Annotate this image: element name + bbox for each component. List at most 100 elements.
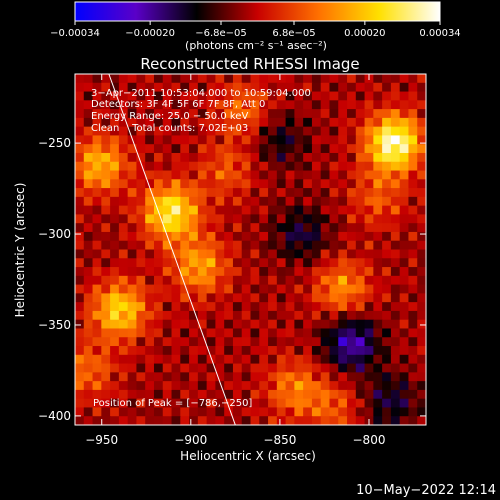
heatmap-cell [311,416,322,425]
heatmap-cell [197,258,208,268]
heatmap-cell [241,152,252,163]
heatmap-cell [101,389,111,400]
heatmap-cell [153,91,164,101]
heatmap-cell [311,372,322,382]
heatmap-cell [171,152,181,163]
heatmap-cell [189,100,199,110]
heatmap-cell [101,267,111,277]
heatmap-cell [285,91,295,101]
heatmap-cell [364,398,374,409]
heatmap-cell [162,82,173,93]
heatmap-cell [153,416,164,425]
heatmap-cell [294,310,304,321]
heatmap-cell [320,240,331,251]
heatmap-cell [417,74,426,84]
heatmap-cell [320,126,331,137]
heatmap-cell [145,293,155,303]
heatmap-cell [162,302,173,312]
heatmap-cell [303,214,313,224]
heatmap-cell [180,82,190,93]
heatmap-cell [118,398,129,409]
heatmap-cell [92,407,102,417]
heatmap-cell [101,249,111,259]
heatmap-cell [311,346,322,356]
heatmap-cell [206,82,217,93]
heatmap-cell [268,319,278,330]
heatmap-cell [355,416,366,425]
heatmap-cell [215,354,225,365]
heatmap-cell [206,389,217,400]
heatmap-cell [83,389,94,400]
heatmap-cell [180,337,190,347]
heatmap-cell [294,363,304,373]
heatmap-cell [197,117,208,128]
heatmap-cell [294,196,304,207]
heatmap-cell [153,372,164,382]
heatmap-cell [294,337,304,347]
heatmap-cell [232,267,243,277]
heatmap-cell [171,91,181,101]
heatmap-cell [153,398,164,409]
heatmap-cell [215,82,225,93]
heatmap-cell [338,223,348,233]
heatmap-cell [311,407,322,417]
heatmap-cell [303,416,313,425]
heatmap-cell [276,302,287,312]
heatmap-cell [180,407,190,417]
heatmap-cell [285,302,295,312]
heatmap-cell [101,231,111,242]
heatmap-cell [390,223,401,233]
heatmap-cell [224,346,234,356]
heatmap-cell [276,363,287,373]
heatmap-cell [224,126,234,137]
heatmap-cell [189,82,199,93]
heatmap-cell [329,328,339,338]
heatmap-cell [338,74,348,84]
heatmap-cell [197,310,208,321]
heatmap-cell [197,135,208,145]
heatmap-cell [171,196,181,207]
heatmap-cell [276,231,287,242]
heatmap-cell [136,310,146,321]
heatmap-cell [311,152,322,163]
heatmap-cell [189,135,199,145]
heatmap-cell [408,231,418,242]
heatmap-cell [329,144,339,154]
heatmap-cell [347,416,357,425]
heatmap-cell [382,135,392,145]
heatmap-cell [250,161,260,172]
heatmap-cell [399,293,410,303]
heatmap-cell [224,135,234,145]
heatmap-cell [276,91,287,101]
heatmap-cell [285,240,295,251]
heatmap-cell [285,337,295,347]
heatmap-cell [224,258,234,268]
heatmap-cell [276,144,287,154]
heatmap-cell [399,161,410,172]
heatmap-cell [276,346,287,356]
heatmap-cell [355,196,366,207]
heatmap-cell [215,416,225,425]
heatmap-cell [399,275,410,286]
heatmap-cell [180,117,190,128]
heatmap-cell [355,293,366,303]
heatmap-cell [197,205,208,216]
heatmap-cell [285,117,295,128]
heatmap-cell [311,258,322,268]
heatmap-cell [171,293,181,303]
heatmap-cell [417,117,426,128]
heatmap-cell [101,196,111,207]
heatmap-cell [206,214,217,224]
heatmap-cell [180,381,190,391]
heatmap-cell [110,231,120,242]
heatmap-cell [417,310,426,321]
heatmap-cell [390,161,401,172]
heatmap-cell [92,398,102,409]
heatmap-cell [347,249,357,259]
heatmap-cell [268,302,278,312]
heatmap-cell [189,109,199,119]
heatmap-cell [329,407,339,417]
heatmap-cell [75,74,85,84]
heatmap-cell [373,188,383,198]
